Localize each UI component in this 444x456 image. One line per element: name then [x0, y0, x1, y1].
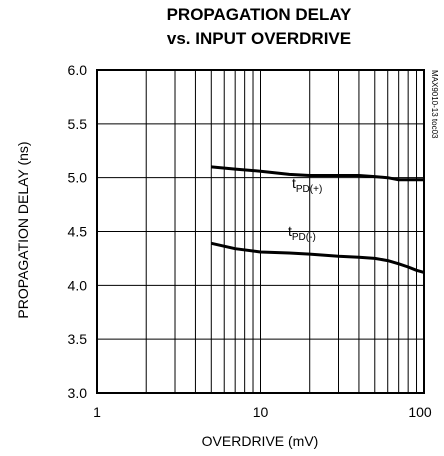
- y-tick-label: 4.5: [68, 224, 88, 240]
- series-label-tpd-plus: tPD(+): [292, 175, 322, 195]
- chart-title-line-2: vs. INPUT OVERDRIVE: [167, 29, 351, 48]
- y-tick-label: 3.5: [68, 331, 88, 347]
- x-tick-label: 10: [253, 404, 269, 420]
- series-group: [210, 165, 425, 274]
- series-label-tpd-plus-sub: PD(+): [296, 184, 322, 195]
- series-label-tpd-minus-sub: PD(-): [292, 232, 316, 243]
- y-tick-label: 6.0: [68, 62, 88, 78]
- y-tick-label: 4.0: [68, 277, 88, 293]
- y-tick-labels: 3.0 3.5 4.0 4.5 5.0 5.5 6.0: [68, 62, 88, 401]
- y-tick-label: 5.5: [68, 116, 88, 132]
- y-tick-label: 3.0: [68, 385, 88, 401]
- plot-frame: [96, 69, 425, 394]
- series-label-tpd-minus-main: t: [288, 223, 292, 239]
- series-label-tpd-plus-main: t: [292, 175, 296, 191]
- series-line-tpd-minus: [210, 241, 425, 274]
- x-tick-labels: 1 10 100: [93, 404, 432, 420]
- y-axis-label: PROPAGATION DELAY (ns): [15, 141, 31, 318]
- series-label-tpd-minus: tPD(-): [288, 223, 316, 243]
- y-tick-label: 5.0: [68, 170, 88, 186]
- x-tick-label: 1: [93, 404, 101, 420]
- x-axis-label: OVERDRIVE (mV): [202, 433, 319, 449]
- reference-code: MAX9010-13 toc03: [430, 70, 439, 139]
- series-line-tpd-plus: [211, 165, 424, 182]
- x-tick-label: 100: [408, 404, 432, 420]
- chart-title-line-1: PROPAGATION DELAY: [167, 5, 352, 24]
- grid: [97, 70, 424, 393]
